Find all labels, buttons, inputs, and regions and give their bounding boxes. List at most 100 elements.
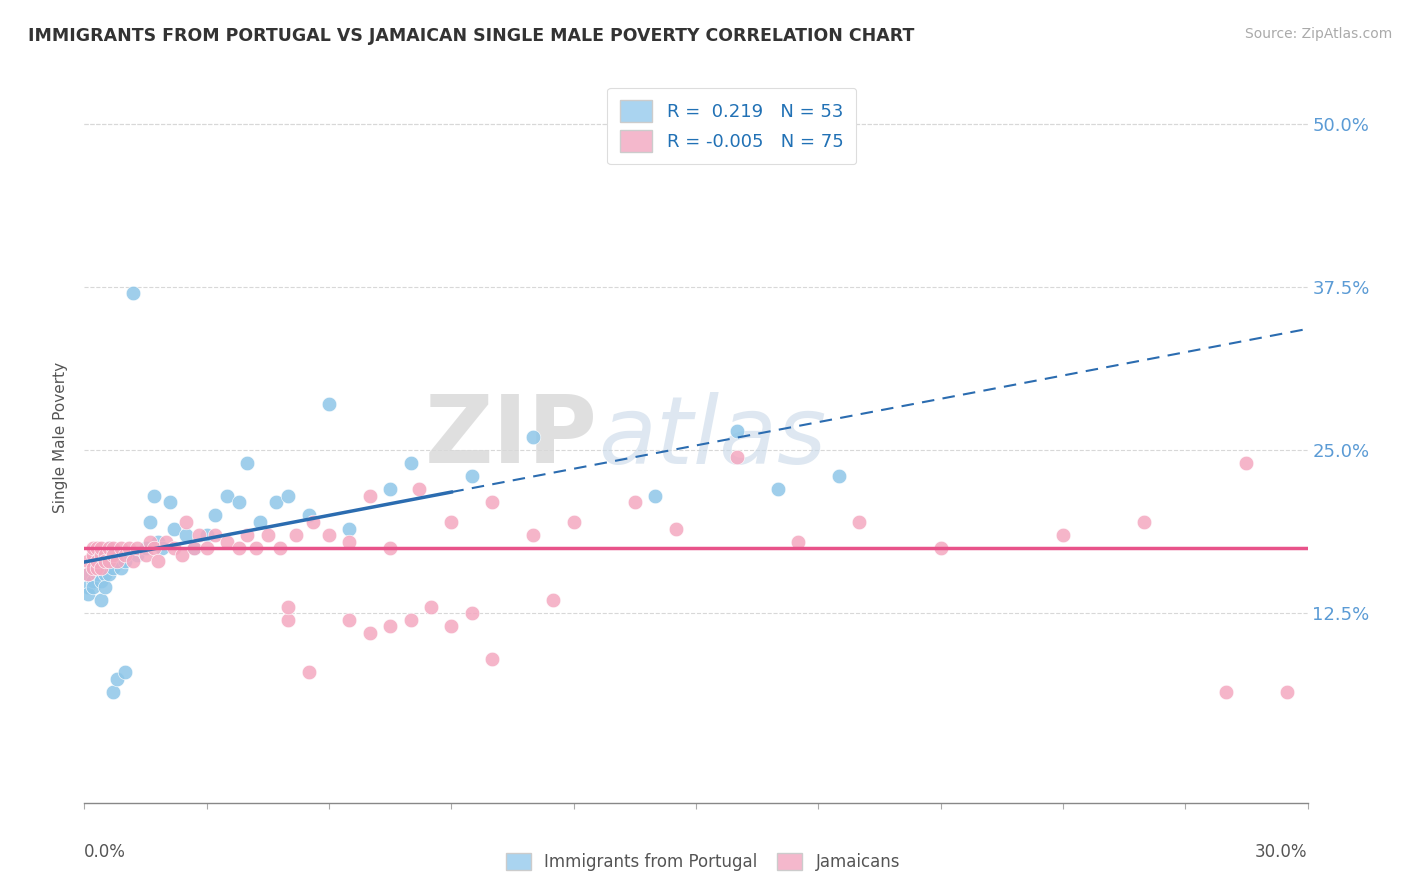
Point [245, 541, 267, 555]
Point [257, 528, 280, 542]
Point [481, 652, 503, 666]
Point [86, 548, 108, 562]
Point [163, 521, 186, 535]
Point [236, 456, 259, 470]
Point [118, 541, 141, 555]
Point [828, 469, 851, 483]
Point [408, 483, 430, 497]
Point [399, 613, 422, 627]
Point [624, 495, 647, 509]
Point [101, 685, 124, 699]
Point [359, 489, 381, 503]
Point [217, 534, 239, 549]
Point [665, 521, 688, 535]
Point [122, 554, 145, 568]
Point [461, 607, 484, 621]
Legend: Immigrants from Portugal, Jamaicans: Immigrants from Portugal, Jamaicans [498, 845, 908, 880]
Point [195, 528, 218, 542]
Point [114, 665, 136, 680]
Point [97, 541, 120, 555]
Point [163, 541, 186, 555]
Point [228, 495, 250, 509]
Point [82, 574, 104, 588]
Point [543, 593, 565, 607]
Text: ZIP: ZIP [425, 391, 598, 483]
Point [339, 534, 361, 549]
Point [461, 469, 484, 483]
Point [1236, 456, 1258, 470]
Point [114, 554, 136, 568]
Point [522, 528, 544, 542]
Point [174, 528, 197, 542]
Point [298, 665, 321, 680]
Point [86, 541, 108, 555]
Point [86, 567, 108, 582]
Point [90, 541, 112, 555]
Point [150, 541, 173, 555]
Point [82, 560, 104, 574]
Point [301, 515, 323, 529]
Point [90, 560, 112, 574]
Point [187, 528, 209, 542]
Point [1052, 528, 1074, 542]
Point [97, 541, 120, 555]
Legend: R =  0.219   N = 53, R = -0.005   N = 75: R = 0.219 N = 53, R = -0.005 N = 75 [607, 87, 856, 164]
Point [82, 580, 104, 594]
Point [399, 456, 422, 470]
Point [90, 593, 112, 607]
Point [929, 541, 952, 555]
Point [236, 528, 259, 542]
Point [93, 548, 115, 562]
Point [155, 534, 177, 549]
Point [269, 541, 291, 555]
Point [127, 541, 149, 555]
Point [217, 489, 239, 503]
Point [105, 672, 128, 686]
Point [101, 541, 124, 555]
Point [277, 599, 299, 614]
Point [277, 613, 299, 627]
Point [93, 567, 115, 582]
Point [644, 489, 666, 503]
Point [146, 534, 169, 549]
Point [1215, 685, 1237, 699]
Point [82, 548, 104, 562]
Point [204, 508, 226, 523]
Point [339, 521, 361, 535]
Text: IMMIGRANTS FROM PORTUGAL VS JAMAICAN SINGLE MALE POVERTY CORRELATION CHART: IMMIGRANTS FROM PORTUGAL VS JAMAICAN SIN… [28, 27, 914, 45]
Point [481, 495, 503, 509]
Point [93, 554, 115, 568]
Point [183, 541, 205, 555]
Point [277, 489, 299, 503]
Point [380, 541, 402, 555]
Point [135, 541, 157, 555]
Point [110, 560, 132, 574]
Point [285, 528, 308, 542]
Point [77, 554, 100, 568]
Point [77, 580, 100, 594]
Text: 30.0%: 30.0% [1256, 843, 1308, 861]
Point [82, 560, 104, 574]
Point [298, 508, 321, 523]
Point [138, 534, 160, 549]
Point [138, 515, 160, 529]
Point [725, 450, 748, 464]
Point [146, 554, 169, 568]
Point [77, 567, 100, 582]
Point [101, 548, 124, 562]
Point [1133, 515, 1156, 529]
Point [93, 580, 115, 594]
Point [339, 613, 361, 627]
Point [766, 483, 789, 497]
Point [440, 619, 463, 633]
Point [82, 541, 104, 555]
Point [122, 286, 145, 301]
Text: 0.0%: 0.0% [84, 843, 127, 861]
Point [264, 495, 287, 509]
Point [318, 397, 340, 411]
Point [135, 548, 157, 562]
Point [204, 528, 226, 542]
Point [195, 541, 218, 555]
Point [318, 528, 340, 542]
Point [183, 541, 205, 555]
